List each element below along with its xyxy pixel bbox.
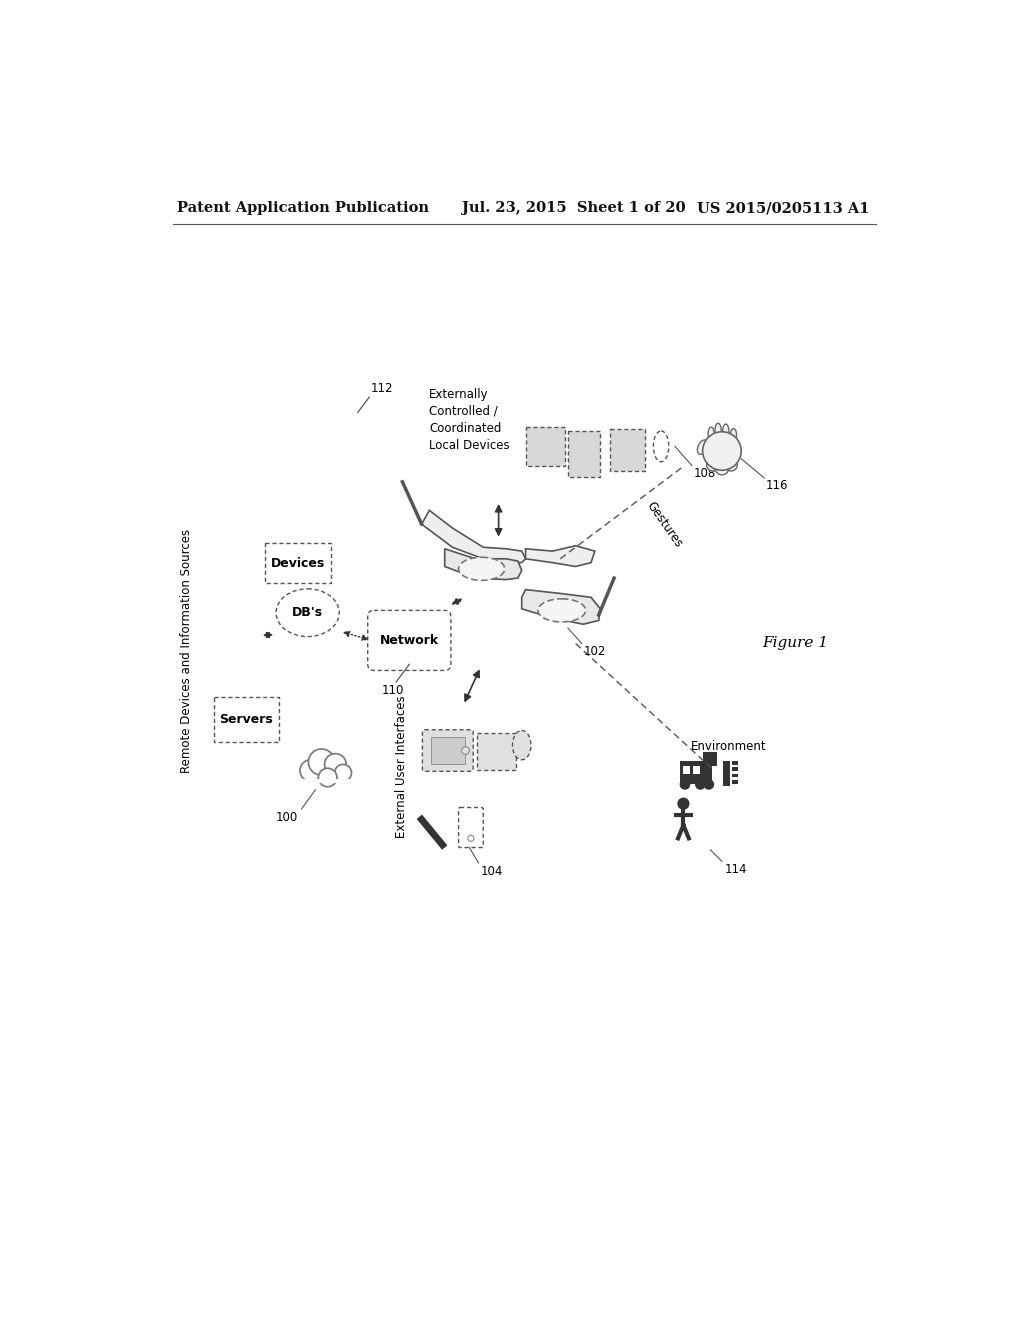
Bar bbox=[732, 774, 738, 777]
Text: Externally
Controlled /
Coordinated
Local Devices: Externally Controlled / Coordinated Loca… bbox=[429, 388, 510, 451]
Text: 116: 116 bbox=[766, 479, 788, 492]
Bar bbox=[723, 762, 730, 785]
Circle shape bbox=[702, 432, 741, 470]
Ellipse shape bbox=[538, 599, 586, 622]
Bar bbox=[680, 762, 712, 784]
Text: 114: 114 bbox=[724, 863, 746, 876]
Text: 104: 104 bbox=[481, 866, 503, 878]
Text: External User Interfaces: External User Interfaces bbox=[395, 696, 409, 838]
Ellipse shape bbox=[697, 440, 708, 454]
Text: Devices: Devices bbox=[271, 557, 326, 570]
FancyBboxPatch shape bbox=[459, 808, 483, 847]
Circle shape bbox=[678, 799, 689, 809]
Text: Patent Application Publication: Patent Application Publication bbox=[177, 202, 429, 215]
Ellipse shape bbox=[459, 557, 505, 581]
Polygon shape bbox=[422, 511, 525, 562]
FancyBboxPatch shape bbox=[431, 737, 465, 764]
Text: US 2015/0205113 A1: US 2015/0205113 A1 bbox=[697, 202, 869, 215]
Text: Figure 1: Figure 1 bbox=[762, 636, 828, 649]
FancyBboxPatch shape bbox=[477, 733, 515, 770]
FancyBboxPatch shape bbox=[265, 544, 331, 583]
Text: 112: 112 bbox=[371, 381, 393, 395]
Ellipse shape bbox=[708, 428, 714, 441]
Text: Gestures: Gestures bbox=[644, 499, 685, 549]
FancyBboxPatch shape bbox=[526, 428, 565, 466]
Text: 108: 108 bbox=[693, 467, 716, 480]
Circle shape bbox=[318, 768, 337, 787]
Polygon shape bbox=[521, 590, 600, 624]
Text: DB's: DB's bbox=[292, 606, 324, 619]
FancyBboxPatch shape bbox=[368, 610, 451, 671]
Ellipse shape bbox=[653, 430, 669, 462]
FancyBboxPatch shape bbox=[422, 730, 473, 771]
FancyBboxPatch shape bbox=[568, 430, 600, 478]
Circle shape bbox=[308, 748, 335, 775]
Bar bbox=[732, 767, 738, 771]
Bar bbox=[732, 780, 738, 784]
Text: 110: 110 bbox=[381, 684, 403, 697]
Circle shape bbox=[468, 836, 474, 841]
Text: Jul. 23, 2015  Sheet 1 of 20: Jul. 23, 2015 Sheet 1 of 20 bbox=[462, 202, 685, 215]
Circle shape bbox=[705, 780, 714, 789]
Bar bbox=[732, 762, 738, 766]
Circle shape bbox=[707, 459, 719, 471]
Circle shape bbox=[680, 780, 689, 789]
Bar bbox=[693, 766, 700, 774]
Ellipse shape bbox=[276, 589, 339, 636]
Bar bbox=[683, 766, 690, 774]
FancyBboxPatch shape bbox=[214, 697, 280, 742]
Ellipse shape bbox=[512, 730, 531, 760]
Circle shape bbox=[325, 754, 346, 775]
Ellipse shape bbox=[723, 424, 729, 438]
Bar bbox=[702, 752, 717, 766]
Polygon shape bbox=[444, 549, 521, 579]
Polygon shape bbox=[525, 545, 595, 566]
Circle shape bbox=[300, 760, 322, 781]
Text: Environment: Environment bbox=[691, 739, 767, 752]
Text: Servers: Servers bbox=[219, 713, 273, 726]
Text: 100: 100 bbox=[276, 812, 298, 825]
Circle shape bbox=[335, 764, 351, 781]
Ellipse shape bbox=[715, 424, 721, 437]
Text: 102: 102 bbox=[584, 645, 605, 659]
Circle shape bbox=[715, 461, 729, 475]
Ellipse shape bbox=[730, 429, 736, 441]
Text: Remote Devices and Information Sources: Remote Devices and Information Sources bbox=[179, 529, 193, 774]
Text: Network: Network bbox=[380, 634, 439, 647]
Circle shape bbox=[695, 780, 705, 789]
Circle shape bbox=[462, 747, 469, 755]
FancyBboxPatch shape bbox=[609, 429, 645, 471]
Circle shape bbox=[725, 459, 737, 471]
